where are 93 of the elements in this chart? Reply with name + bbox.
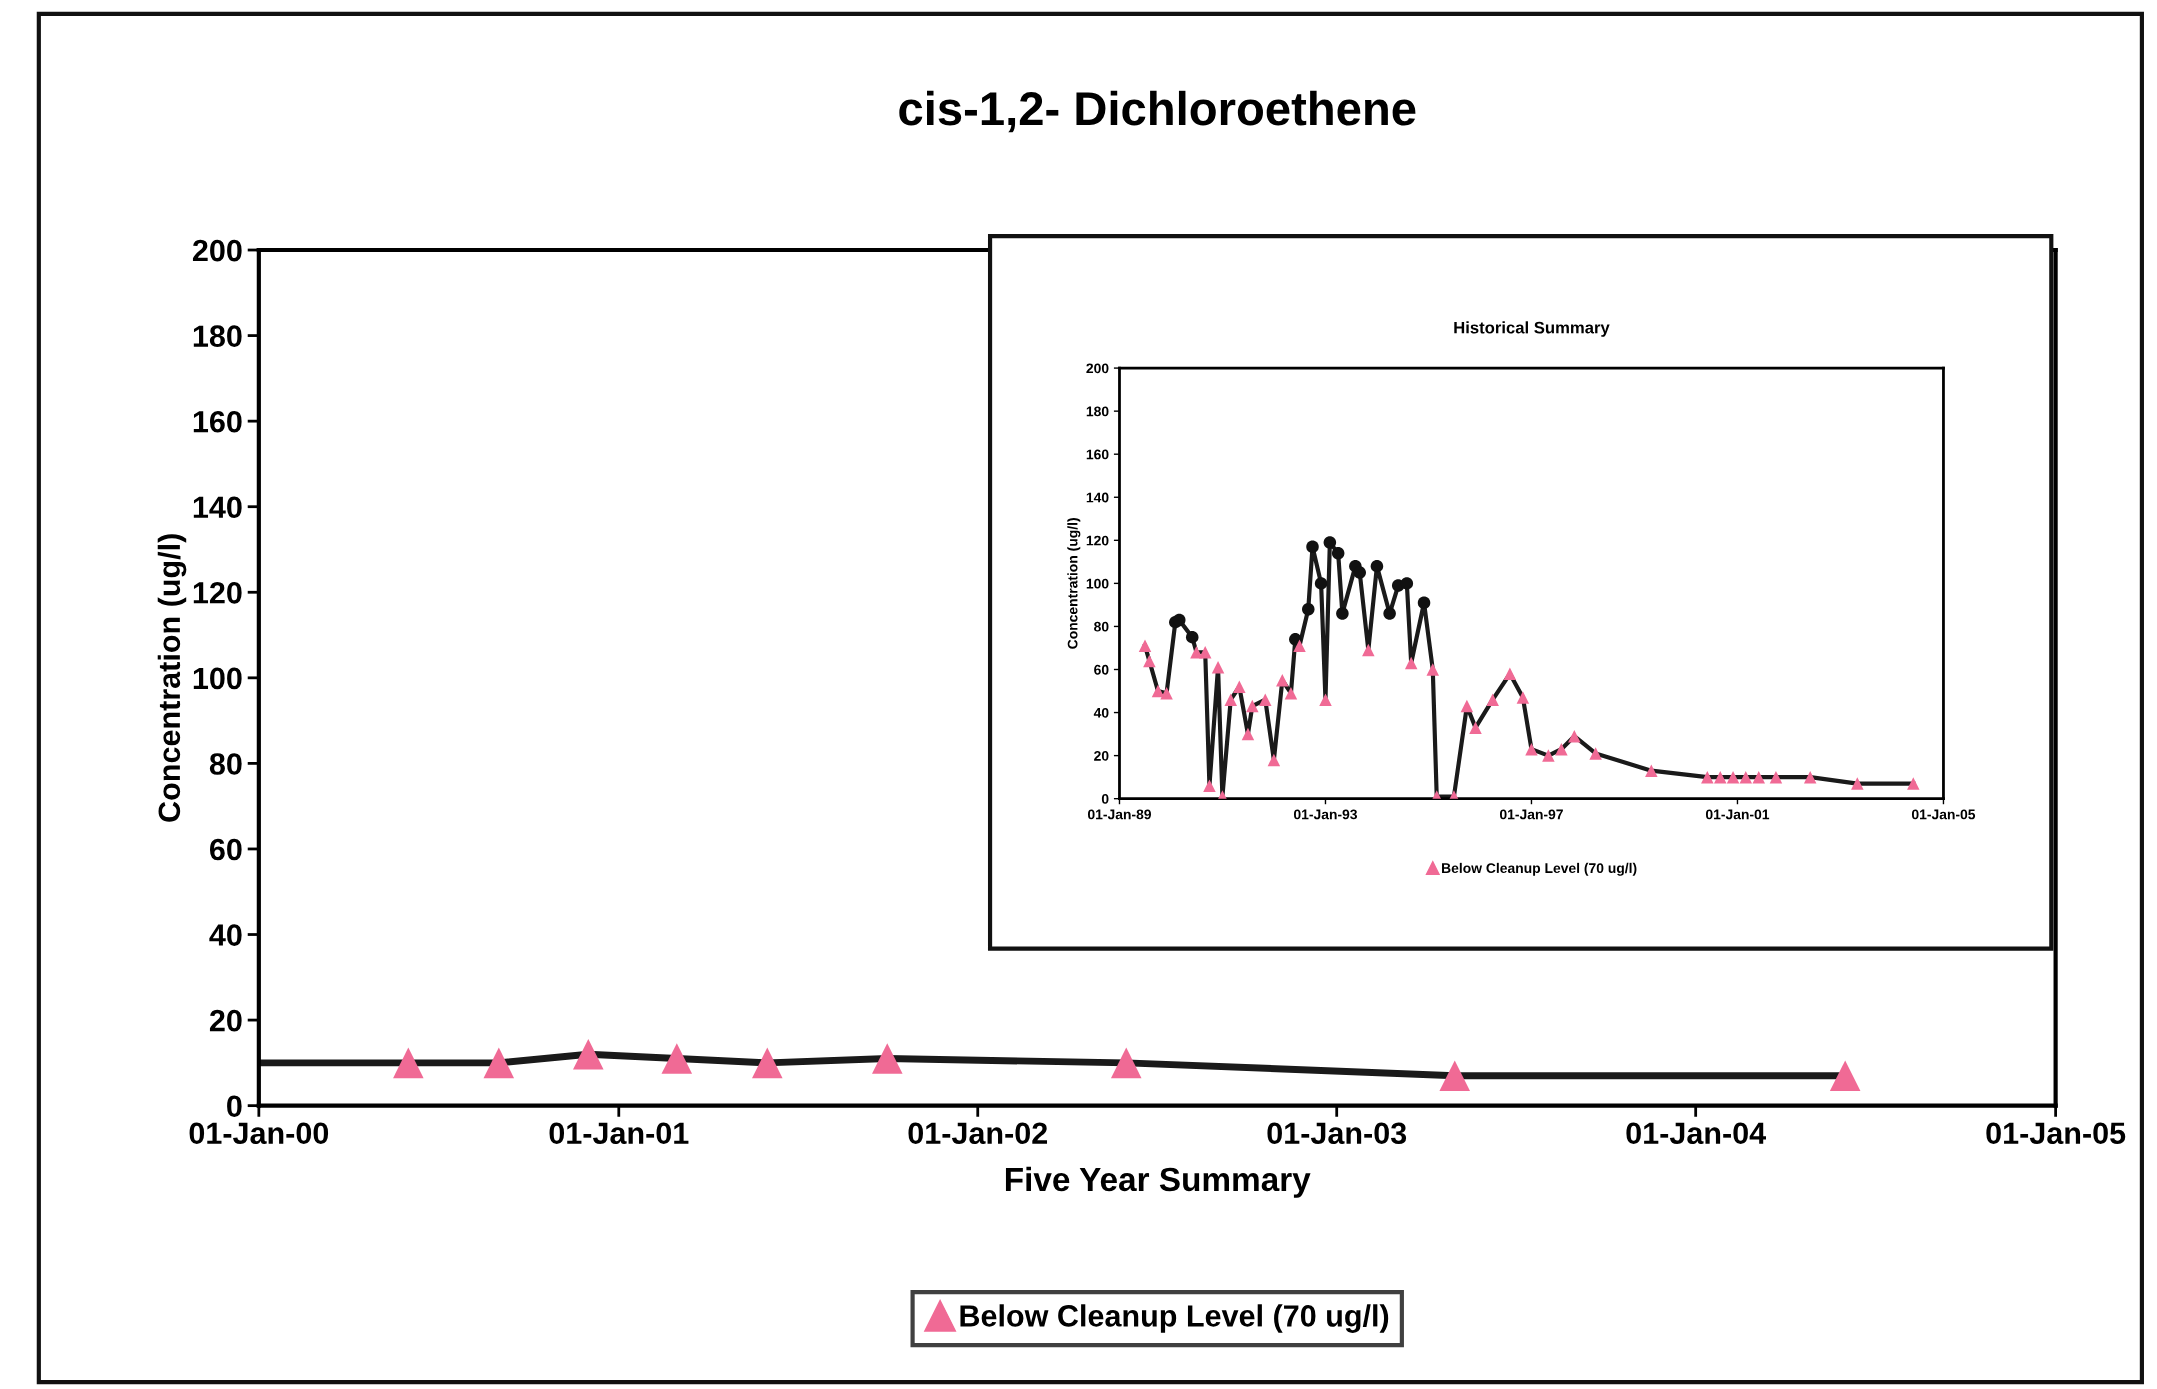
point xyxy=(1233,680,1246,693)
point xyxy=(1568,729,1581,743)
y-tick-label: 20 xyxy=(209,1009,242,1032)
point xyxy=(1173,613,1186,627)
x-tick-label: 01-Jan-02 xyxy=(908,1122,1048,1145)
point xyxy=(1267,753,1281,767)
y-tick-label: 80 xyxy=(1094,621,1109,632)
point xyxy=(1241,727,1255,741)
point xyxy=(1259,693,1272,706)
y-axis-title: Concentration (ug/l) xyxy=(1067,518,1081,649)
point xyxy=(1851,777,1864,790)
point xyxy=(1714,770,1727,784)
point xyxy=(1769,770,1783,784)
point xyxy=(1739,770,1753,784)
legend-label: Below Cleanup Level (70 ug/l) xyxy=(1442,862,1637,876)
point xyxy=(1589,747,1602,760)
point xyxy=(1160,686,1173,700)
x-tick-label: 01-Jan-05 xyxy=(1986,1122,2126,1145)
point xyxy=(1203,779,1216,793)
x-tick-label: 01-Jan-05 xyxy=(1911,809,1976,820)
point xyxy=(1907,777,1920,790)
point xyxy=(1289,633,1302,646)
point xyxy=(1417,596,1431,610)
point xyxy=(1302,602,1315,616)
x-tick-label: 01-Jan-89 xyxy=(1088,809,1152,820)
point xyxy=(1246,699,1259,713)
point xyxy=(1224,693,1237,706)
y-tick-label: 100 xyxy=(1086,578,1109,589)
legend-label: Below Cleanup Level (70 ug/l) xyxy=(960,1304,1389,1333)
point xyxy=(1555,742,1568,756)
x-tick-label: 01-Jan-04 xyxy=(1626,1122,1767,1145)
x-tick-label: 01-Jan-01 xyxy=(1705,809,1770,820)
point xyxy=(1460,699,1474,713)
y-tick-label: 200 xyxy=(1086,363,1109,374)
y-tick-label: 20 xyxy=(1094,750,1109,761)
point xyxy=(1400,577,1414,590)
x-axis-title: Five Year Summary xyxy=(1005,1166,1311,1198)
point xyxy=(1336,607,1349,620)
point xyxy=(1486,693,1499,706)
y-tick-label: 140 xyxy=(1086,492,1109,503)
point xyxy=(1525,742,1538,756)
point xyxy=(1284,686,1298,700)
point xyxy=(1143,654,1156,668)
y-tick-label: 140 xyxy=(193,496,242,519)
y-tick-label: 0 xyxy=(1101,794,1109,804)
y-tick-label: 60 xyxy=(210,838,242,861)
y-tick-label: 160 xyxy=(193,410,242,433)
x-tick-label: 01-Jan-00 xyxy=(189,1122,329,1145)
point xyxy=(1331,546,1345,560)
point xyxy=(1185,630,1199,644)
y-tick-label: 180 xyxy=(1086,406,1109,417)
point xyxy=(1469,721,1482,734)
point xyxy=(1306,540,1319,554)
y-tick-label: 80 xyxy=(209,753,242,775)
x-tick-label: 01-Jan-97 xyxy=(1499,809,1563,820)
point xyxy=(1138,639,1152,653)
y-tick-label: 40 xyxy=(209,924,242,946)
point xyxy=(1803,770,1817,784)
point xyxy=(1542,749,1555,762)
point xyxy=(1362,643,1375,657)
point xyxy=(1353,566,1366,579)
x-tick-label: 01-Jan-01 xyxy=(549,1122,689,1145)
point xyxy=(1198,646,1212,659)
point xyxy=(1323,536,1337,549)
x-tick-label: 01-Jan-03 xyxy=(1267,1122,1407,1145)
y-axis-title: Concentration (ug/l) xyxy=(157,534,187,822)
x-tick-label: 01-Jan-93 xyxy=(1293,809,1358,820)
chart-title: Historical Summary xyxy=(1454,321,1610,337)
point xyxy=(1752,770,1765,784)
y-tick-label: 60 xyxy=(1094,664,1109,675)
point xyxy=(1645,764,1658,777)
y-tick-label: 100 xyxy=(193,667,242,690)
point xyxy=(1370,559,1384,573)
point xyxy=(1701,770,1714,784)
point xyxy=(1404,656,1418,670)
y-tick-label: 120 xyxy=(1086,535,1109,546)
point xyxy=(1383,607,1396,620)
chart-title: cis-1,2- Dichloroethene xyxy=(899,90,1416,133)
point xyxy=(1211,661,1225,674)
point xyxy=(1726,770,1740,784)
point xyxy=(1426,663,1440,676)
y-tick-label: 40 xyxy=(1093,707,1109,718)
y-tick-label: 200 xyxy=(192,239,242,262)
y-tick-label: 120 xyxy=(193,582,242,604)
y-tick-label: 0 xyxy=(227,1095,242,1118)
point xyxy=(1319,693,1332,706)
point xyxy=(1293,639,1306,653)
point xyxy=(1314,577,1328,590)
point xyxy=(1503,667,1517,681)
point xyxy=(1516,691,1530,704)
y-tick-label: 160 xyxy=(1086,449,1109,460)
y-tick-label: 180 xyxy=(193,325,242,347)
point xyxy=(1276,674,1289,687)
